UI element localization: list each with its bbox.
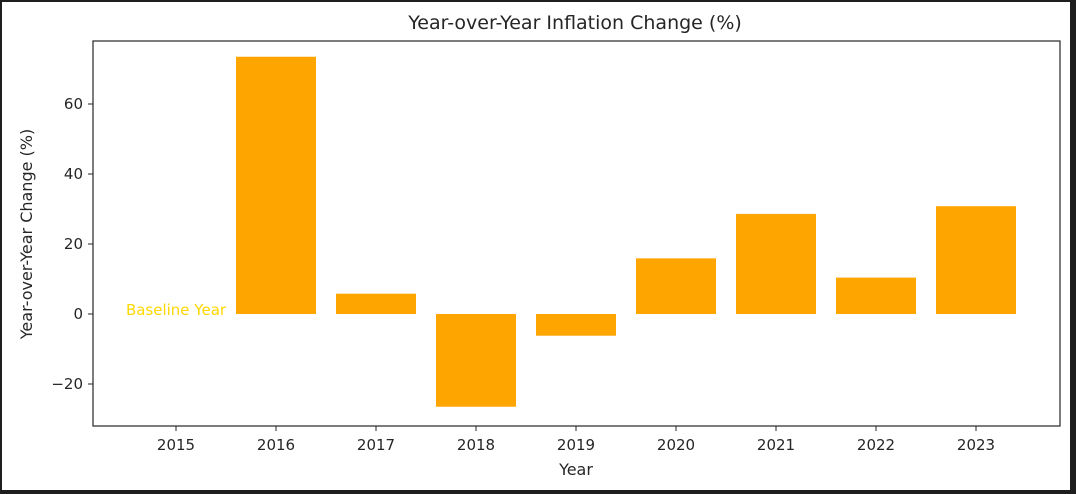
y-tick-label: 40 xyxy=(64,165,83,183)
bar-2022 xyxy=(836,277,916,314)
chart-title: Year-over-Year Inflation Change (%) xyxy=(407,12,742,34)
x-axis: 2015 2016 2017 2018 2019 2020 2021 2022 2023 xyxy=(157,426,995,454)
y-axis-label: Year-over-Year Change (%) xyxy=(17,129,36,340)
x-tick-label: 2019 xyxy=(557,436,595,454)
bar-2020 xyxy=(636,258,716,314)
y-tick-label: 20 xyxy=(64,235,83,253)
x-tick-label: 2021 xyxy=(757,436,795,454)
annotation-layer: Baseline Year xyxy=(126,301,227,319)
x-tick-label: 2017 xyxy=(357,436,395,454)
x-tick-label: 2020 xyxy=(657,436,695,454)
x-tick-label: 2023 xyxy=(957,436,995,454)
y-axis: −20 0 20 40 60 xyxy=(51,95,93,393)
y-tick-label: 60 xyxy=(64,95,83,113)
bar-2016 xyxy=(236,56,316,314)
bar-2017 xyxy=(336,293,416,314)
annotation-baseline-year: Baseline Year xyxy=(126,301,227,319)
bar-2019 xyxy=(536,314,616,336)
y-tick-label: 0 xyxy=(73,305,83,323)
x-tick-label: 2016 xyxy=(257,436,295,454)
bar-2021 xyxy=(736,213,816,314)
x-tick-label: 2022 xyxy=(857,436,895,454)
x-axis-label: Year xyxy=(558,460,593,479)
x-tick-label: 2015 xyxy=(157,436,195,454)
bar-2018 xyxy=(436,314,516,407)
y-tick-label: −20 xyxy=(51,375,83,393)
bar-2023 xyxy=(936,206,1016,314)
x-tick-label: 2018 xyxy=(457,436,495,454)
bars-layer xyxy=(236,56,1016,407)
